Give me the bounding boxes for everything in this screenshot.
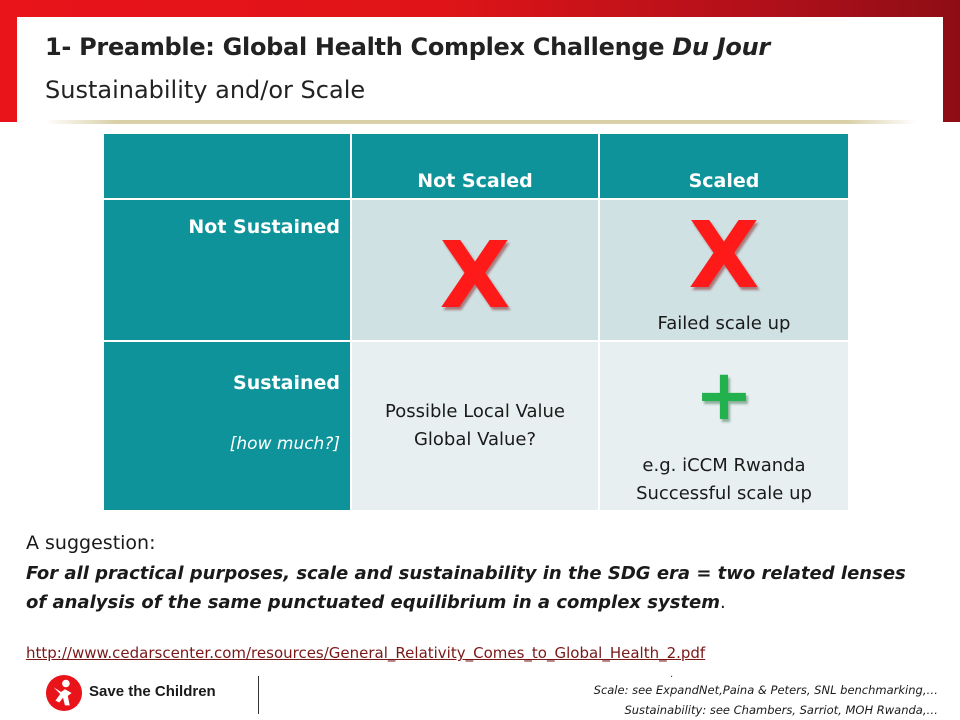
- row-label-not-sustained: Not Sustained: [188, 216, 340, 238]
- global-value-line: Global Value?: [413, 429, 537, 450]
- slide-title: 1- Preamble: Global Health Complex Chall…: [45, 33, 770, 61]
- cell-sustained-not-scaled: Possible Local Value Global Value?: [350, 340, 600, 512]
- save-the-children-logo: Save the Children: [45, 673, 265, 713]
- matrix-row-sustained: Sustained [how much?] Possible Local Val…: [102, 340, 850, 512]
- stray-dot: .: [670, 669, 674, 680]
- success-text: e.g. iCCM Rwanda Successful scale up: [600, 452, 848, 508]
- save-the-children-emblem-icon: [45, 674, 83, 712]
- local-value-line: Possible Local Value: [384, 401, 565, 422]
- green-plus-icon: +: [694, 354, 754, 436]
- ref-sustainability: Sustainability: see Chambers, Sarriot, M…: [624, 703, 938, 717]
- col-header-cell-scaled: Scaled: [598, 132, 850, 200]
- ref-scale: Scale: see ExpandNet,Paina & Peters, SNL…: [593, 683, 938, 697]
- suggestion-emphasis: For all practical purposes, scale and su…: [26, 563, 906, 613]
- col-header-scaled: Scaled: [688, 170, 760, 192]
- row-note-how-much: [how much?]: [229, 434, 340, 454]
- scale-sustainability-matrix: Not Scaled Scaled Not Sustained X X Fail…: [102, 132, 850, 512]
- failed-scale-up-text: Failed scale up: [657, 313, 791, 334]
- red-x-icon: X: [688, 202, 760, 309]
- slide-subtitle: Sustainability and/or Scale: [45, 76, 366, 104]
- suggestion-intro: A suggestion:: [26, 532, 156, 554]
- title-panel: [17, 17, 943, 123]
- footer-divider: [258, 676, 259, 714]
- slide-title-italic: Du Jour: [672, 33, 770, 61]
- row-label-sustained: Sustained: [233, 372, 340, 394]
- cell-sustained-scaled: + e.g. iCCM Rwanda Successful scale up: [598, 340, 850, 512]
- row-header-cell-not-sustained: Not Sustained: [102, 198, 352, 342]
- local-value-text: Possible Local Value Global Value?: [352, 398, 598, 454]
- title-divider: [45, 120, 917, 124]
- cell-not-sustained-not-scaled: X: [350, 198, 600, 342]
- successful-scale-up-line: Successful scale up: [636, 483, 812, 504]
- row-header-cell-sustained: Sustained [how much?]: [102, 340, 352, 512]
- slide-title-main: 1- Preamble: Global Health Complex Chall…: [45, 33, 665, 61]
- reference-link[interactable]: http://www.cedarscenter.com/resources/Ge…: [26, 644, 706, 662]
- footer-references: Scale: see ExpandNet,Paina & Peters, SNL…: [594, 680, 938, 720]
- suggestion-body: For all practical purposes, scale and su…: [26, 559, 931, 617]
- iccm-rwanda-line: e.g. iCCM Rwanda: [642, 455, 806, 476]
- col-header-not-scaled: Not Scaled: [417, 170, 533, 192]
- col-header-cell-not-scaled: Not Scaled: [350, 132, 600, 200]
- matrix-corner-cell: [102, 132, 352, 200]
- matrix-header-row: Not Scaled Scaled: [102, 132, 850, 200]
- suggestion-end: .: [720, 592, 726, 613]
- logo-text: Save the Children: [89, 683, 216, 700]
- cell-not-sustained-scaled: X Failed scale up: [598, 198, 850, 342]
- red-x-icon: X: [439, 222, 511, 329]
- matrix-row-not-sustained: Not Sustained X X Failed scale up: [102, 198, 850, 342]
